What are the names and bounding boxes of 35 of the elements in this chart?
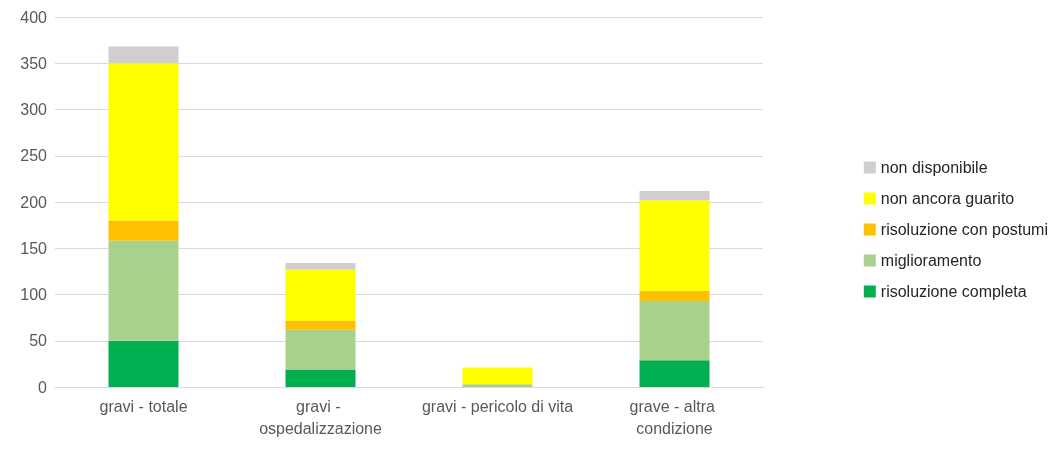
bar	[462, 384, 533, 387]
legend-label: risoluzione con postumi	[880, 221, 1049, 238]
y-tick-label: 50	[29, 332, 48, 350]
y-tick-label: 100	[20, 286, 48, 303]
bar	[639, 290, 710, 301]
bar	[108, 63, 179, 221]
bar	[108, 220, 179, 241]
legend-label: risoluzione completa	[880, 283, 1027, 300]
bar	[639, 360, 710, 387]
bar	[285, 263, 356, 270]
bar	[285, 269, 356, 321]
legend-label: non ancora guarito	[880, 190, 1015, 207]
bar	[639, 300, 710, 361]
x-tick-label: gravi - totale	[99, 397, 188, 415]
bar	[639, 190, 710, 201]
bar	[462, 367, 533, 385]
bar	[108, 340, 179, 387]
bar	[108, 46, 179, 64]
legend-label: miglioramento	[880, 252, 982, 269]
x-tick-label: gravi - ospedalizzazione	[259, 397, 382, 437]
y-tick-label: 400	[20, 8, 48, 26]
y-tick-label: 150	[20, 239, 48, 257]
x-tick-label: gravi - pericolo di vita	[421, 397, 574, 415]
x-tick-label: grave - altra condizione	[629, 397, 720, 437]
bar	[285, 329, 356, 370]
y-tick-label: 0	[38, 378, 48, 396]
bar	[285, 369, 356, 387]
bar	[285, 320, 356, 330]
bar	[108, 240, 179, 341]
y-tick-label: 200	[20, 193, 48, 211]
bar	[639, 200, 710, 291]
y-tick-label: 300	[20, 101, 48, 118]
y-tick-label: 250	[20, 147, 48, 165]
legend-label: non disponibile	[880, 159, 988, 176]
y-tick-label: 350	[20, 54, 48, 72]
